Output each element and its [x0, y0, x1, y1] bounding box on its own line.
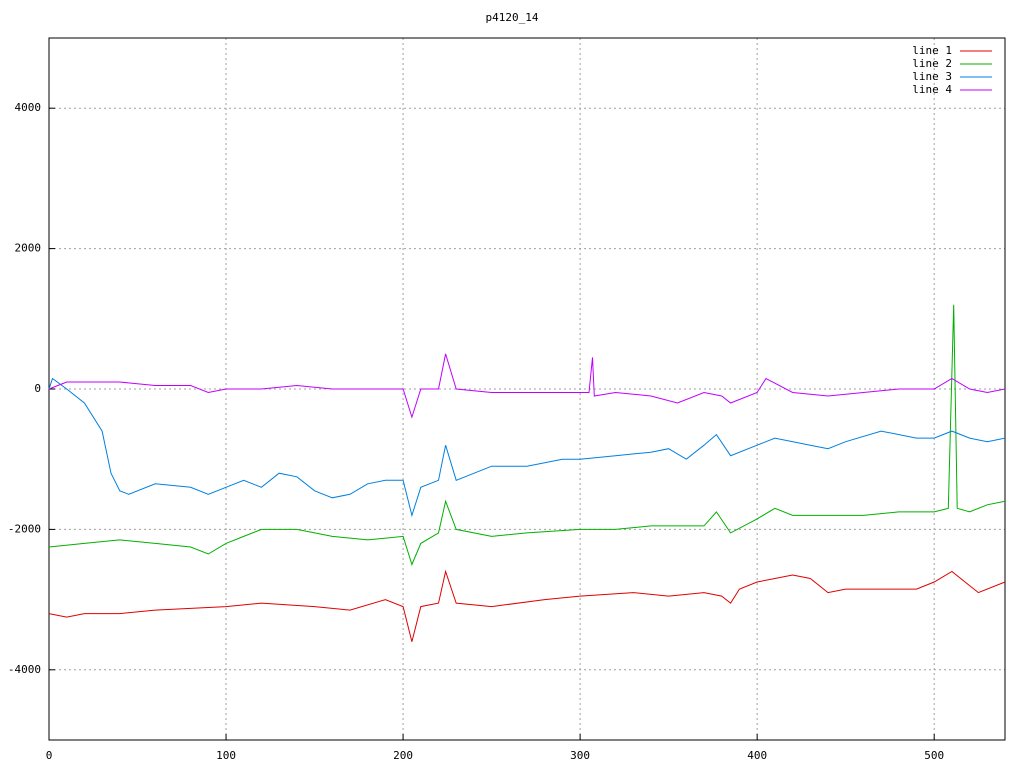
- x-tick-label: 300: [570, 749, 590, 762]
- y-tick-label: 0: [34, 382, 41, 395]
- series-line: [48, 353, 1006, 419]
- legend-label: line 3: [912, 70, 952, 83]
- x-tick-label: 400: [747, 749, 767, 762]
- x-tick-label: 0: [46, 749, 53, 762]
- y-tick-label: -2000: [8, 522, 41, 535]
- y-tick-label: -4000: [8, 663, 41, 676]
- x-tick-label: 200: [393, 749, 413, 762]
- x-tick-label: 500: [924, 749, 944, 762]
- chart-title: p4120_14: [486, 11, 539, 24]
- series-line: [48, 377, 1006, 518]
- y-tick-label: 4000: [15, 101, 42, 114]
- legend-label: line 1: [912, 44, 952, 57]
- series-line: [48, 569, 1006, 642]
- legend-label: line 2: [912, 57, 952, 70]
- legend-label: line 4: [912, 83, 952, 96]
- series-line: [48, 304, 1006, 566]
- y-tick-label: 2000: [15, 242, 42, 255]
- x-tick-label: 100: [216, 749, 236, 762]
